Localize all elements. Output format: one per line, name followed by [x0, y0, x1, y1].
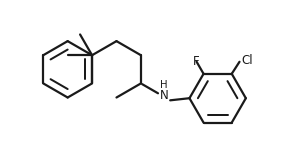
Text: H: H: [160, 80, 168, 90]
Text: N: N: [160, 89, 168, 102]
Text: F: F: [193, 55, 200, 68]
Text: Cl: Cl: [241, 54, 252, 67]
